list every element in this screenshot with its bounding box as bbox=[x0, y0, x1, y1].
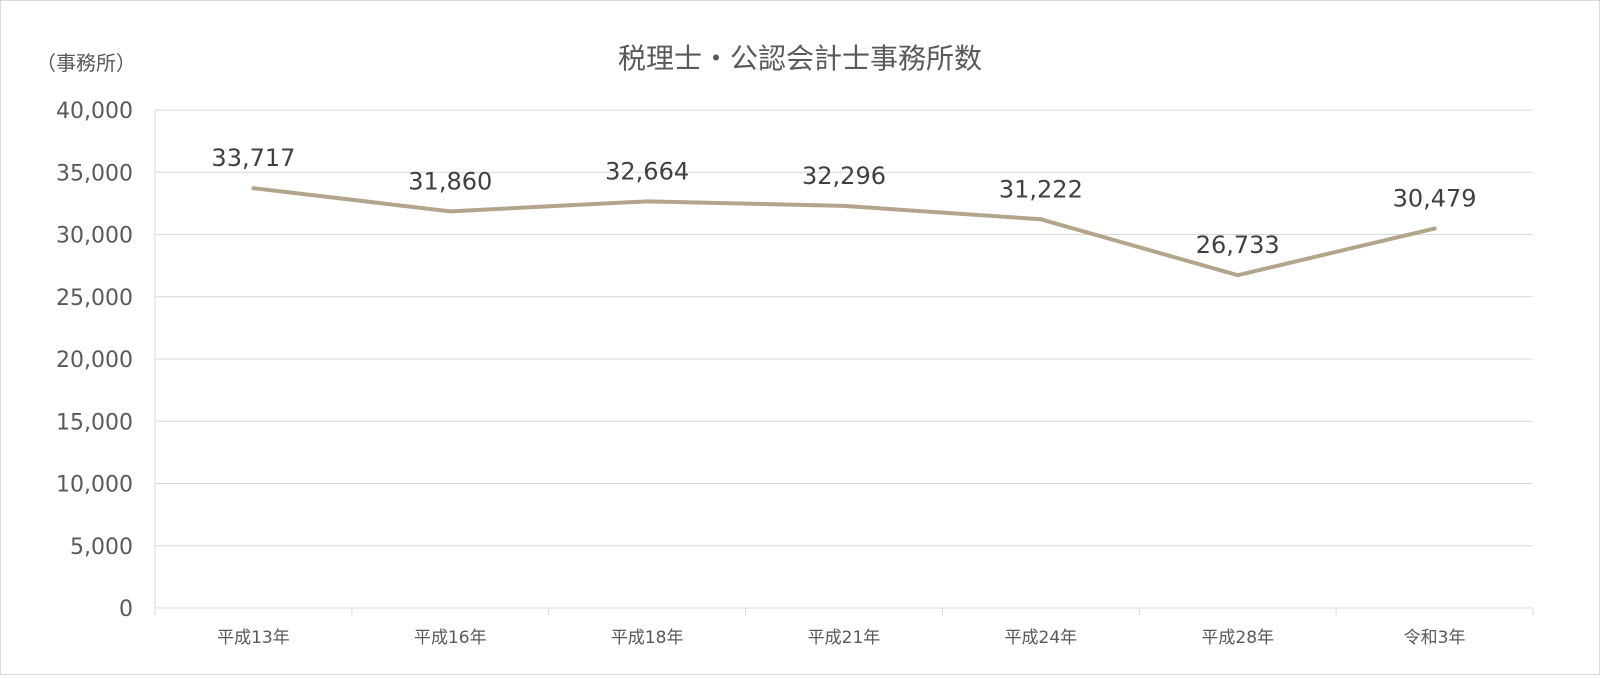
x-tick-label: 平成28年 bbox=[1201, 628, 1274, 648]
x-tick-label: 令和3年 bbox=[1404, 628, 1466, 648]
y-tick-label: 40,000 bbox=[56, 99, 133, 124]
data-point bbox=[842, 203, 846, 208]
x-tick-label: 平成24年 bbox=[1005, 628, 1078, 648]
data-label: 32,664 bbox=[605, 157, 689, 185]
y-tick-label: 5,000 bbox=[70, 535, 133, 560]
data-label: 26,733 bbox=[1196, 231, 1280, 259]
y-tick-label: 10,000 bbox=[56, 473, 133, 498]
data-label: 31,222 bbox=[999, 175, 1083, 203]
data-point bbox=[1038, 217, 1043, 222]
y-tick-label: 35,000 bbox=[56, 161, 133, 186]
y-tick-label: 25,000 bbox=[56, 286, 133, 311]
data-point bbox=[448, 209, 453, 214]
x-tick-label: 平成21年 bbox=[808, 628, 881, 648]
data-point bbox=[645, 199, 650, 204]
data-label: 30,479 bbox=[1393, 185, 1477, 213]
data-point bbox=[251, 186, 256, 191]
y-tick-label: 30,000 bbox=[56, 224, 133, 249]
y-tick-label: 20,000 bbox=[56, 348, 133, 373]
data-point bbox=[1432, 226, 1437, 231]
x-tick-label: 平成13年 bbox=[217, 628, 290, 648]
x-tick-label: 平成16年 bbox=[414, 628, 487, 648]
y-axis-unit-label: （事務所） bbox=[36, 51, 136, 75]
chart-title: 税理士・公認会計士事務所数 bbox=[618, 42, 982, 75]
y-tick-label: 15,000 bbox=[56, 410, 133, 435]
data-label: 31,860 bbox=[408, 167, 492, 195]
data-label: 33,717 bbox=[211, 144, 295, 172]
data-label: 32,296 bbox=[802, 162, 886, 190]
x-tick-label: 平成18年 bbox=[611, 628, 684, 648]
data-point bbox=[1235, 273, 1240, 278]
y-tick-label: 0 bbox=[119, 597, 133, 622]
